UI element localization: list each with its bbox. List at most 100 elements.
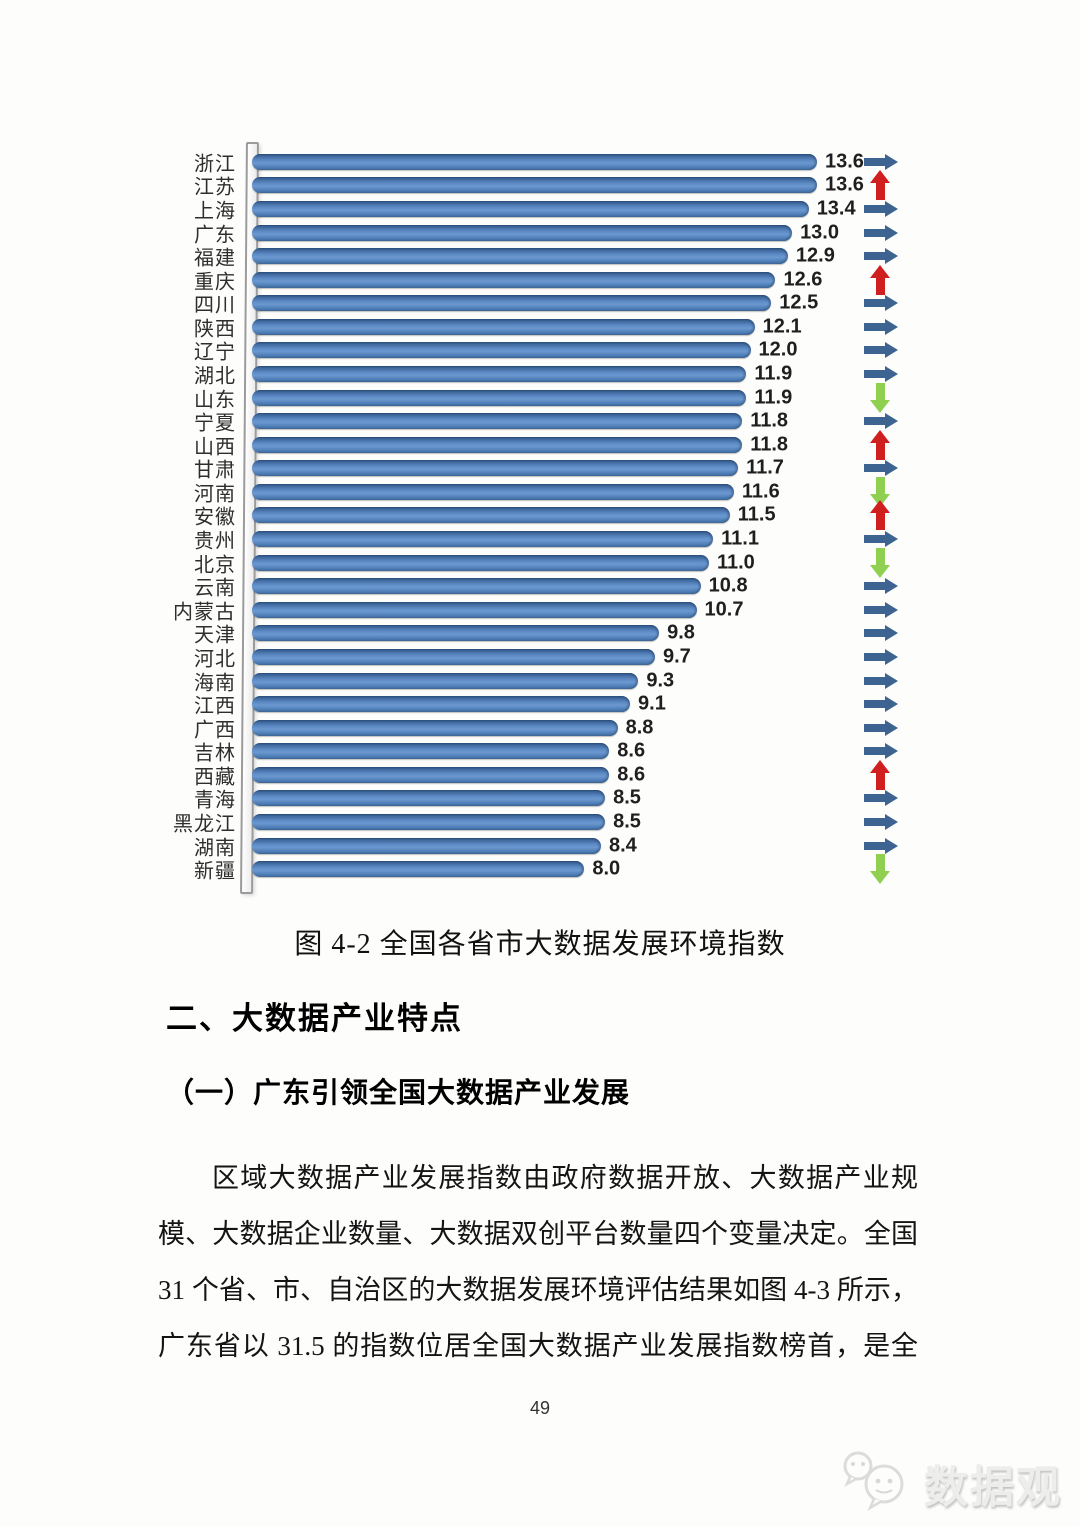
value-label: 9.1: [638, 692, 666, 715]
bar: [252, 531, 713, 548]
bar: [252, 436, 742, 453]
value-label: 11.6: [741, 480, 780, 503]
bar: [252, 318, 755, 335]
chart-row: 江苏 13.6: [0, 170, 1080, 201]
value-label: 8.5: [613, 810, 641, 833]
trend-flat-icon: [864, 813, 898, 830]
category-label: 贵州: [194, 530, 236, 553]
trend-down-icon: [870, 547, 890, 578]
trend-flat-icon: [864, 531, 898, 548]
trend-flat-icon: [864, 460, 898, 477]
chart-row: 山西 11.8: [0, 429, 1080, 460]
category-label: 湖北: [194, 365, 236, 388]
chart-row: 甘肃 11.7: [0, 457, 1080, 482]
trend-down-icon: [870, 854, 890, 885]
chart-row: 江西 9.1: [0, 692, 1080, 718]
bar: [252, 601, 697, 618]
category-label: 北京: [194, 554, 236, 577]
bar: [252, 153, 817, 170]
value-label: 10.8: [708, 574, 748, 597]
category-label: 江苏: [194, 176, 236, 199]
value-label: 9.8: [667, 621, 695, 644]
bar: [252, 460, 738, 477]
category-label: 内蒙古: [173, 601, 236, 624]
category-label: 西藏: [194, 766, 236, 789]
value-label: 8.4: [608, 834, 637, 857]
category-label: 山东: [194, 389, 236, 412]
value-label: 13.6: [825, 150, 864, 173]
trend-flat-icon: [864, 696, 898, 713]
trend-flat-icon: [864, 295, 898, 312]
trend-up-icon: [870, 500, 890, 531]
value-label: 12.1: [762, 315, 802, 338]
category-label: 甘肃: [194, 459, 236, 482]
trend-flat-icon: [864, 672, 898, 689]
trend-flat-icon: [864, 342, 898, 359]
trend-up-icon: [870, 759, 890, 790]
bar: [252, 648, 655, 665]
category-label: 浙江: [194, 153, 236, 176]
value-label: 10.7: [704, 598, 744, 621]
value-label: 13.4: [816, 197, 856, 220]
page-number: 49: [529, 1398, 551, 1418]
category-label: 福建: [194, 247, 236, 270]
bar: [252, 389, 746, 406]
chart-row: 辽宁 12.0: [0, 338, 1080, 364]
chart-row: 四川 12.5: [0, 291, 1080, 317]
chart-row: 天津 9.8: [0, 621, 1080, 647]
bar-chart: 浙江 13.6 江苏 13.6 上海 13.4 广东 13.0 福建 12.9 重庆 12.6 四川 12…: [0, 142, 1080, 902]
trend-flat-icon: [864, 625, 898, 642]
trend-down-icon: [870, 382, 890, 413]
trend-flat-icon: [864, 648, 898, 665]
bar: [252, 861, 584, 878]
trend-flat-icon: [864, 790, 898, 807]
category-label: 江西: [194, 695, 236, 718]
value-label: 11.9: [754, 386, 793, 409]
trend-up-icon: [870, 170, 890, 201]
value-label: 11.5: [737, 503, 776, 526]
paragraph-line: 31 个省、市、自治区的大数据发展环境评估结果如图 4-3 所示，: [158, 1275, 918, 1305]
category-label: 重庆: [194, 271, 236, 294]
category-label: 青海: [194, 789, 236, 812]
category-label: 云南: [194, 577, 236, 600]
value-label: 11.8: [750, 433, 789, 456]
chart-row: 黑龙江 8.5: [0, 810, 1080, 836]
category-label: 河南: [194, 483, 236, 506]
bar: [252, 413, 742, 430]
bar: [252, 342, 751, 359]
category-label: 广东: [194, 224, 236, 247]
chart-row: 西藏 8.6: [0, 759, 1080, 790]
value-label: 8.0: [592, 857, 621, 880]
value-label: 11.0: [716, 551, 755, 574]
chart-row: 福建 12.9: [0, 244, 1080, 270]
trend-flat-icon: [864, 224, 898, 241]
trend-flat-icon: [864, 743, 898, 760]
chart-row: 陕西 12.1: [0, 315, 1080, 341]
bar: [252, 248, 788, 265]
bar: [252, 224, 792, 241]
value-label: 12.0: [758, 338, 798, 361]
trend-flat-icon: [864, 837, 898, 854]
bar: [252, 483, 734, 500]
value-label: 12.9: [795, 244, 835, 267]
bar: [252, 766, 609, 783]
figure-caption: 图 4-2 全国各省市大数据发展环境指数: [294, 929, 786, 960]
category-label: 安徽: [194, 506, 236, 529]
chart-row: 北京 11.0: [0, 547, 1080, 578]
value-label: 11.8: [750, 409, 789, 432]
category-label: 黑龙江: [173, 813, 236, 836]
category-label: 陕西: [194, 318, 236, 341]
paragraph-line: 模、大数据企业数量、大数据双创平台数量四个变量决定。全国: [158, 1219, 918, 1249]
category-label: 辽宁: [194, 341, 236, 364]
chart-row: 河北 9.7: [0, 645, 1080, 671]
value-label: 9.7: [662, 645, 691, 668]
trend-up-icon: [870, 264, 890, 295]
bar: [252, 177, 817, 194]
trend-flat-icon: [864, 578, 898, 595]
category-label: 河北: [194, 648, 236, 671]
bar: [252, 672, 638, 689]
chart-row: 青海 8.5: [0, 787, 1080, 812]
chart-row: 云南 10.8: [0, 574, 1080, 600]
bar: [252, 554, 709, 571]
